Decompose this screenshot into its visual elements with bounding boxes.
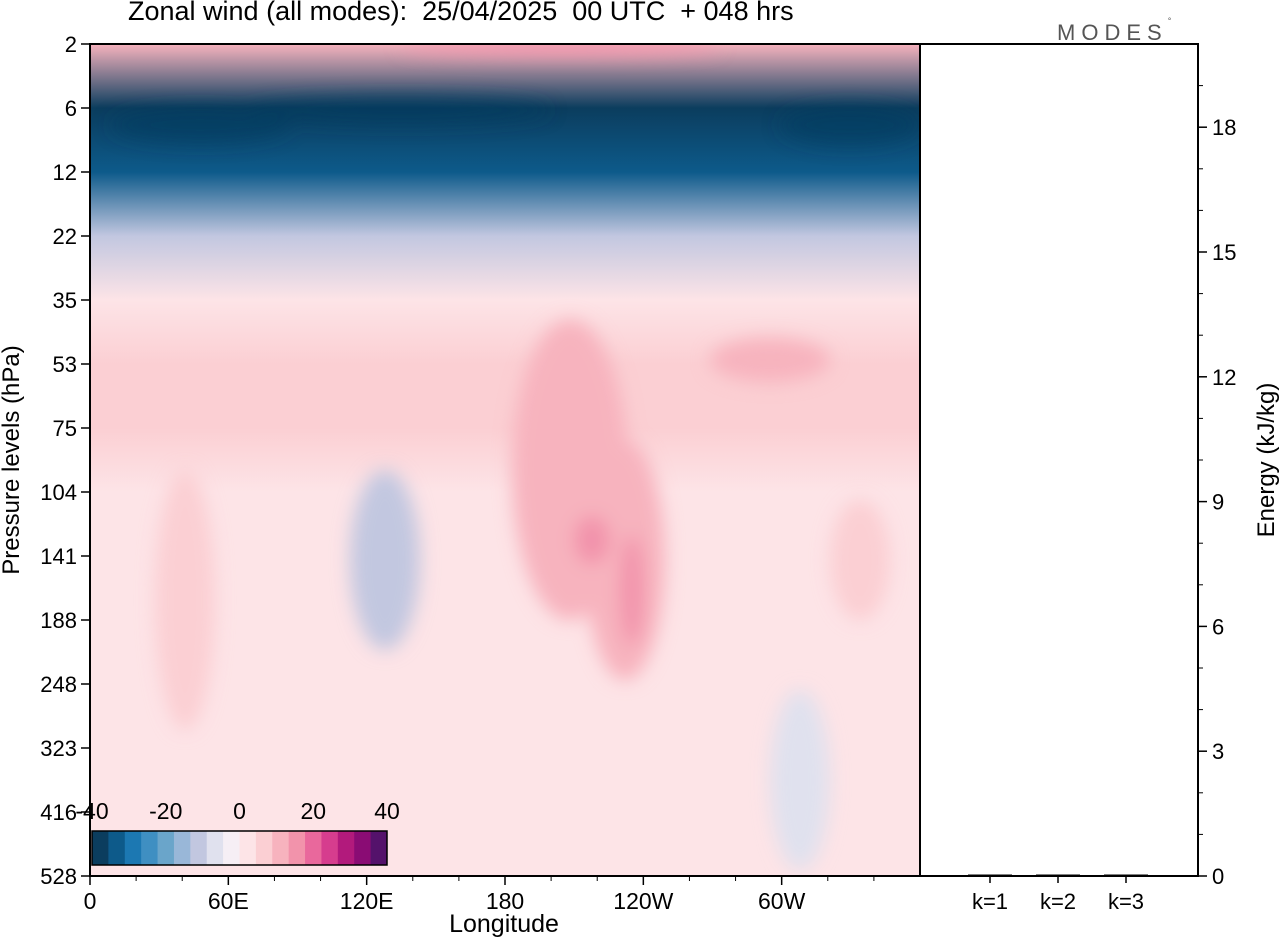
energy-category-label: k=3 bbox=[1108, 889, 1144, 914]
positive-core-3 bbox=[620, 535, 644, 645]
negative-core-4 bbox=[250, 96, 550, 124]
energy-tick-label: 0 bbox=[1212, 864, 1224, 889]
y-tick-label: 12 bbox=[53, 160, 77, 185]
y-tick-label: 323 bbox=[40, 736, 77, 761]
energy-frame bbox=[919, 43, 1199, 877]
energy-bar bbox=[968, 874, 1012, 876]
colorbar-swatch bbox=[337, 831, 355, 865]
y-tick-label: 35 bbox=[53, 288, 77, 313]
colorbar-swatch bbox=[288, 831, 306, 865]
y-axis-left: 2 6 12 22 35 53 75 104 141 188 248 323 416 528 bbox=[40, 32, 90, 889]
colorbar-swatch bbox=[92, 831, 109, 865]
energy-tick-label: 3 bbox=[1212, 739, 1224, 764]
colorbar-swatch bbox=[321, 831, 339, 865]
colorbar-frame bbox=[91, 830, 388, 866]
energy-tick-label: 6 bbox=[1212, 614, 1224, 639]
energy-tick-label: 12 bbox=[1212, 365, 1236, 390]
colorbar-swatch bbox=[157, 831, 175, 865]
colorbar-label: 0 bbox=[233, 798, 246, 824]
positive-core-4 bbox=[574, 516, 610, 564]
y-tick-label: 75 bbox=[53, 416, 77, 441]
colorbar: -40 -20 0 20 40 bbox=[75, 798, 400, 866]
x-tick-label: 0 bbox=[84, 888, 97, 914]
contour-features bbox=[110, 44, 920, 870]
energy-bars: k=1 k=2 k=3 bbox=[968, 874, 1148, 914]
colorbar-swatch bbox=[239, 831, 257, 865]
energy-bar bbox=[1104, 874, 1148, 876]
positive-core-6 bbox=[155, 470, 215, 730]
energy-category-label: k=2 bbox=[1040, 889, 1076, 914]
colorbar-label: -20 bbox=[149, 798, 182, 824]
positive-top-core bbox=[400, 44, 720, 54]
x-tick-label: 60W bbox=[758, 888, 806, 914]
y-tick-label: 248 bbox=[40, 672, 77, 697]
colorbar-swatch bbox=[108, 831, 126, 865]
colorbar-swatch bbox=[190, 831, 208, 865]
y-tick-label: 188 bbox=[40, 608, 77, 633]
brand-logo: MODES° bbox=[1057, 16, 1171, 46]
chart-title: Zonal wind (all modes): 25/04/2025 00 UT… bbox=[128, 0, 794, 26]
colorbar-swatch bbox=[354, 831, 372, 865]
colorbar-swatch bbox=[124, 831, 142, 865]
colorbar-swatch bbox=[370, 831, 388, 865]
y-tick-label: 141 bbox=[40, 544, 77, 569]
colorbar-swatch bbox=[305, 831, 322, 865]
y-axis-right: 0 3 6 9 12 15 18 bbox=[1198, 85, 1236, 889]
colorbar-swatch bbox=[141, 831, 159, 865]
y-tick-label: 6 bbox=[65, 96, 77, 121]
energy-tick-label: 18 bbox=[1212, 115, 1236, 140]
colorbar-swatch bbox=[173, 831, 191, 865]
negative-core-3 bbox=[110, 107, 290, 143]
y-axis-left-label: Pressure levels (hPa) bbox=[0, 345, 25, 575]
positive-core-5 bbox=[830, 500, 890, 620]
y-tick-label: 2 bbox=[65, 32, 77, 57]
colorbar-label: -40 bbox=[75, 798, 108, 824]
x-tick-label: 120E bbox=[340, 888, 394, 914]
energy-tick-label: 9 bbox=[1212, 490, 1224, 515]
colorbar-swatch bbox=[255, 831, 273, 865]
energy-category-label: k=1 bbox=[972, 889, 1008, 914]
negative-core-1 bbox=[350, 470, 420, 650]
colorbar-label: 40 bbox=[374, 798, 400, 824]
contour-field bbox=[90, 44, 920, 876]
energy-tick-label: 15 bbox=[1212, 240, 1236, 265]
y-tick-label: 53 bbox=[53, 352, 77, 377]
colorbar-swatch bbox=[223, 831, 240, 865]
colorbar-label: 20 bbox=[300, 798, 326, 824]
x-tick-label: 120W bbox=[613, 888, 673, 914]
negative-core-2 bbox=[770, 690, 830, 870]
positive-core-7 bbox=[710, 338, 830, 382]
x-axis: 0 60E 120E 180 120W 60W bbox=[84, 876, 875, 914]
energy-bar bbox=[1036, 874, 1080, 876]
y-tick-label: 416 bbox=[40, 800, 77, 825]
x-tick-label: 180 bbox=[486, 888, 524, 914]
y-tick-label: 528 bbox=[40, 864, 77, 889]
y-axis-right-label: Energy (kJ/kg) bbox=[1253, 382, 1280, 538]
colorbar-swatch bbox=[272, 831, 290, 865]
negative-core-5 bbox=[780, 105, 920, 145]
y-tick-label: 22 bbox=[53, 224, 77, 249]
brand-text: MODES bbox=[1057, 20, 1168, 45]
x-tick-label: 60E bbox=[208, 888, 249, 914]
brand-mark: ° bbox=[1167, 16, 1172, 26]
colorbar-swatch bbox=[206, 831, 224, 865]
y-tick-label: 104 bbox=[40, 480, 77, 505]
x-axis-label: Longitude bbox=[449, 910, 559, 938]
